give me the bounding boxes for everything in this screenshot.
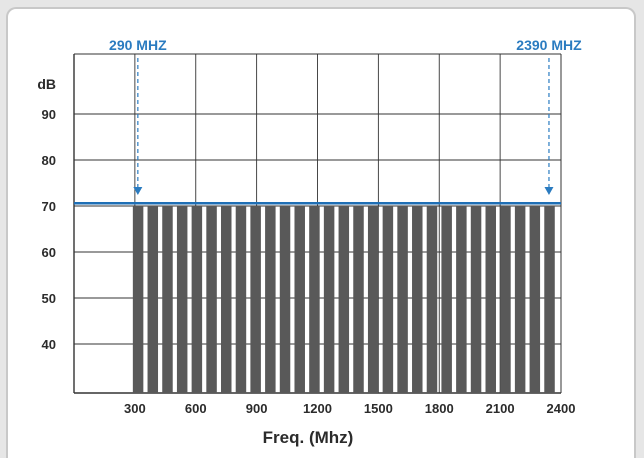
- x-tick-label: 600: [185, 401, 207, 416]
- bar: [456, 206, 467, 393]
- y-tick-label: 40: [42, 337, 56, 352]
- bar: [367, 206, 379, 393]
- bar: [485, 206, 496, 393]
- bar: [206, 206, 217, 393]
- bar: [235, 206, 247, 393]
- chart-card: 290 MHZ 2390 MHZ 40 50 60 70 80 90 300 600 900 12…: [6, 7, 636, 458]
- chart-svg: 290 MHZ 2390 MHZ 40 50 60 70 80 90 300 600 900 12…: [37, 37, 582, 447]
- bar: [500, 206, 511, 393]
- bar: [544, 206, 555, 393]
- x-tick-label: 2400: [547, 401, 576, 416]
- marker-label: 290 MHZ: [109, 37, 167, 53]
- x-tick-label: 900: [246, 401, 268, 416]
- x-tick-label: 300: [124, 401, 146, 416]
- bar: [514, 206, 526, 393]
- bar: [382, 206, 394, 393]
- y-ticks: 40 50 60 70 80 90: [42, 107, 56, 352]
- bar: [441, 206, 452, 393]
- y-tick-label: 90: [42, 107, 56, 122]
- x-tick-label: 1800: [425, 401, 454, 416]
- y-axis-label: dB: [37, 76, 56, 92]
- bar: [294, 206, 305, 393]
- y-tick-label: 50: [42, 291, 56, 306]
- bar: [265, 206, 276, 393]
- y-tick-label: 70: [42, 199, 56, 214]
- bar: [147, 206, 159, 393]
- bar: [250, 206, 261, 393]
- bar: [323, 206, 335, 393]
- bars: [132, 206, 555, 393]
- bar: [176, 206, 188, 393]
- bar: [162, 206, 173, 393]
- markers: 290 MHZ 2390 MHZ: [109, 37, 582, 195]
- bar: [529, 206, 541, 393]
- bar: [353, 206, 364, 393]
- x-tick-label: 1500: [364, 401, 393, 416]
- bar: [426, 206, 438, 393]
- y-tick-label: 80: [42, 153, 56, 168]
- marker-arrow-icon: [133, 187, 143, 195]
- x-tick-label: 1200: [303, 401, 332, 416]
- marker-arrow-icon: [544, 187, 554, 195]
- y-tick-label: 60: [42, 245, 56, 260]
- bar: [309, 206, 320, 393]
- bar: [412, 206, 423, 393]
- bar: [397, 206, 408, 393]
- x-axis-label: Freq. (Mhz): [263, 428, 354, 447]
- x-tick-label: 2100: [486, 401, 515, 416]
- bar: [191, 206, 203, 393]
- bar: [470, 206, 482, 393]
- x-ticks: 300 600 900 1200 1500 1800 2100 2400: [124, 401, 575, 416]
- bar: [338, 206, 350, 393]
- marker-label: 2390 MHZ: [516, 37, 582, 53]
- bar: [279, 206, 291, 393]
- bar: [132, 206, 144, 393]
- bar: [221, 206, 232, 393]
